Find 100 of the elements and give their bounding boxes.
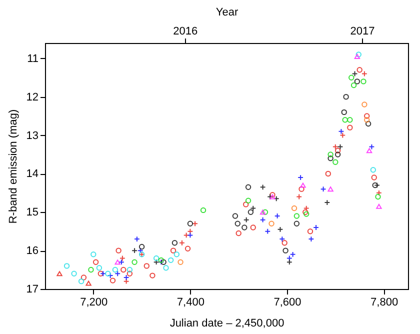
point [114,260,120,265]
point [260,184,266,190]
point [352,70,358,77]
point [236,230,242,236]
point [360,78,366,84]
point [334,152,341,158]
point [366,148,372,154]
point [248,209,254,215]
point [337,144,344,150]
point [134,236,140,242]
point [98,270,104,276]
x2-tick-label: 2016 [173,26,198,38]
point [192,220,198,227]
point [282,248,288,254]
point [313,224,319,230]
point [123,274,130,280]
point [332,159,338,165]
point [260,216,266,223]
point [200,207,206,214]
point [364,117,370,123]
x-tick-label: 7,400 [176,296,204,308]
point [90,252,96,258]
point [184,246,191,252]
point [332,144,338,150]
point [371,174,377,180]
point [126,266,133,273]
point [362,102,368,108]
point [187,232,194,238]
point [328,152,334,158]
point [116,248,122,254]
point [71,270,77,276]
point [303,205,310,212]
point [107,272,114,278]
point [144,263,150,269]
point [274,213,280,219]
point [347,124,353,130]
point [279,236,286,242]
point [56,271,62,276]
point [96,265,102,271]
point [138,244,145,250]
point [187,220,194,226]
point [183,232,190,238]
x-tick-label: 7,600 [274,296,302,308]
x-tick-label: 7,200 [80,296,108,308]
point [372,182,378,188]
point [282,240,288,246]
point [343,94,349,100]
point [286,255,292,262]
y-axis-title: R-band emission (mag) [7,109,20,224]
point [298,186,304,192]
point [88,266,94,273]
point [112,266,118,273]
point [123,278,130,284]
point [325,170,331,177]
point [328,186,334,192]
point [234,220,240,226]
point [356,67,362,73]
point [264,228,271,234]
point [187,228,194,234]
point [364,113,370,119]
point [341,109,347,116]
point [163,265,169,271]
point [78,278,84,284]
point [354,78,360,84]
point [334,148,341,154]
point [328,155,334,162]
point [262,209,268,215]
point [250,205,256,212]
point [348,74,354,80]
point [174,252,180,258]
point [153,255,160,262]
point [150,272,156,278]
point [250,224,256,230]
x2-tick-label: 2017 [350,26,375,38]
y-tick-label: 15 [26,206,38,219]
point [307,228,314,234]
point [242,224,248,230]
point [294,213,300,219]
point [160,259,166,265]
point [243,202,249,208]
point [245,198,252,204]
point [365,120,372,127]
point [375,194,381,200]
point [120,266,126,273]
x-axis-title: Julian date – 2,450,000 [170,318,284,330]
point [296,194,302,200]
point [308,236,314,242]
point [298,174,304,180]
point [268,220,274,226]
point [300,182,306,188]
point [273,196,280,202]
point [374,182,380,188]
point [170,248,176,254]
point [260,210,266,215]
point [232,213,238,219]
point [291,205,298,212]
point [243,216,250,223]
y-tick-label: 17 [26,284,38,296]
y-tick-label: 16 [26,245,38,258]
point [350,82,357,88]
